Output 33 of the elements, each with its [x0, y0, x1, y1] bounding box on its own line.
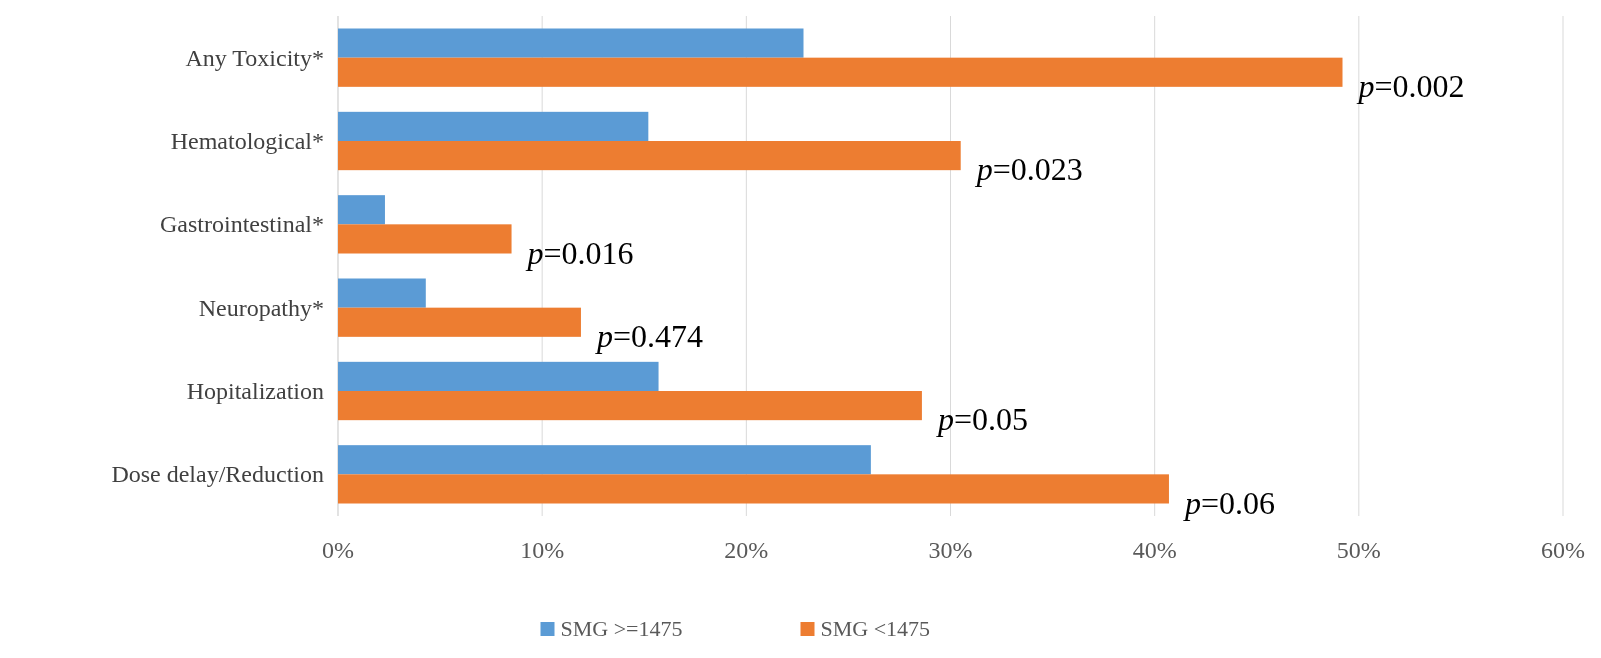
- legend-label: SMG >=1475: [560, 616, 683, 641]
- bar: [338, 141, 961, 171]
- annotation: p=0.016: [525, 234, 634, 271]
- y-tick-label: Dose delay/Reduction: [111, 461, 324, 488]
- legend-label: SMG <1475: [820, 616, 931, 641]
- bar: [338, 224, 512, 254]
- x-tick-label: 40%: [1132, 537, 1177, 563]
- y-tick-label: Hematological*: [170, 128, 324, 154]
- y-tick-label: Any Toxicity*: [185, 44, 324, 71]
- x-tick-label: 30%: [928, 537, 973, 563]
- bar: [338, 111, 649, 141]
- bar: [338, 445, 871, 475]
- y-tick-label: Gastrointestinal*: [160, 211, 324, 238]
- annotation: p=0.06: [1182, 484, 1276, 521]
- bar: [338, 474, 1169, 504]
- annotation: p=0.474: [594, 317, 704, 354]
- x-tick-label: 20%: [724, 537, 769, 563]
- x-tick-label: 50%: [1336, 537, 1381, 563]
- bar: [338, 57, 1343, 87]
- bar: [338, 28, 804, 58]
- annotation: p=0.002: [1356, 67, 1465, 104]
- annotation: p=0.023: [974, 151, 1083, 188]
- bar: [338, 278, 426, 308]
- x-tick-label: 10%: [520, 537, 565, 563]
- x-tick-label: 60%: [1541, 537, 1585, 563]
- bar: [338, 391, 922, 421]
- bar: [338, 195, 385, 225]
- y-tick-label: Hopitalization: [186, 378, 324, 404]
- x-tick-label: 0%: [322, 537, 354, 563]
- bar: [338, 307, 581, 337]
- bar: [338, 361, 659, 391]
- y-tick-label: Neuropathy*: [198, 294, 324, 321]
- annotation: p=0.05: [935, 401, 1028, 438]
